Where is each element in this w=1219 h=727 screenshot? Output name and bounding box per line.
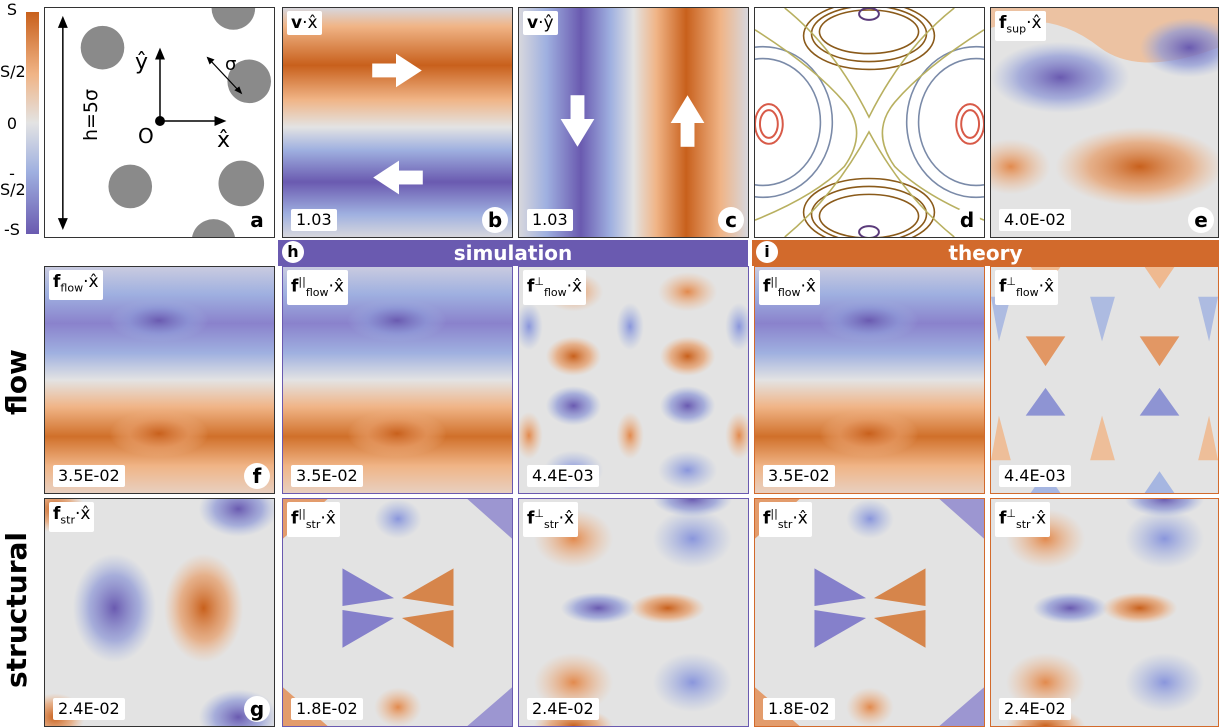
row-label-flow: flow	[0, 349, 33, 415]
str-3-value: 1.8E-02	[763, 698, 835, 720]
panel-e-title: fsup·x̂	[995, 11, 1046, 42]
colorbar-tick-top: S	[6, 0, 18, 19]
panel-letter-a: a	[244, 207, 270, 233]
panel-b-vx: v·x̂ 1.03 b	[282, 7, 513, 238]
str-1-title: f||str·x̂	[287, 502, 340, 538]
panel-letter-h: h	[282, 241, 304, 263]
fstr-field	[45, 499, 274, 726]
panel-c-title: v·ŷ	[523, 11, 558, 35]
str-3-title: f||str·x̂	[759, 502, 812, 538]
panel-i-str-parallel: f||str·x̂ 1.8E-02	[754, 498, 985, 727]
flow-3-value: 3.5E-02	[763, 465, 835, 487]
panel-h-str-parallel: f||str·x̂ 1.8E-02	[282, 498, 513, 727]
down-arrow-icon	[560, 95, 595, 147]
sigma-label: σ	[225, 54, 237, 75]
flow-4-value: 4.4E-03	[999, 465, 1071, 487]
vy-field	[519, 8, 748, 237]
right-arrow-icon	[372, 53, 422, 88]
panel-h-str-perp: f⊥str·x̂ 2.4E-02	[518, 498, 749, 727]
panel-e-value: 4.0E-02	[999, 209, 1071, 231]
str-2-value: 2.4E-02	[527, 698, 599, 720]
str-1-value: 1.8E-02	[291, 698, 363, 720]
panel-letter-c: c	[718, 207, 744, 233]
panel-letter-d: d	[954, 207, 980, 233]
panel-c-vy: v·ŷ 1.03 c	[518, 7, 749, 238]
str-perp-sim-field	[519, 499, 748, 726]
fsup-field	[991, 8, 1218, 237]
h-label: h=5σ	[80, 88, 102, 142]
panel-letter-f: f	[244, 463, 270, 489]
theory-label: theory	[948, 241, 1023, 265]
schematic-drawing	[57, 8, 272, 237]
panel-letter-e: e	[1188, 207, 1214, 233]
panel-d-contours: d	[754, 7, 985, 238]
y-hat-label: ŷ	[135, 50, 149, 75]
colorbar: S S/2 0 -S/2 -S	[0, 0, 42, 240]
flow-1-title: f||flow·x̂	[287, 270, 348, 306]
str-2-title: f⊥str·x̂	[523, 502, 579, 538]
panel-c-value: 1.03	[527, 209, 573, 231]
panel-b-title: v·x̂	[287, 11, 322, 35]
colorbar-tick-half: S/2	[0, 62, 26, 81]
panel-i-flow-perp: f⊥flow·x̂ 4.4E-03	[990, 266, 1219, 494]
x-hat-label: x̂	[217, 128, 231, 153]
panel-h-flow-perp: f⊥flow·x̂ 4.4E-03	[518, 266, 749, 494]
row-label-structural: structural	[0, 532, 33, 689]
colorbar-tick-bottom: -S	[4, 220, 20, 239]
str-0-value: 2.4E-02	[53, 698, 125, 720]
flow-3-title: f||flow·x̂	[759, 270, 820, 306]
up-arrow-icon	[670, 95, 705, 147]
panel-a-schematic: h=5σ ŷ x̂ O σ a	[44, 7, 275, 238]
left-arrow-icon	[373, 160, 423, 195]
panel-b-value: 1.03	[291, 209, 337, 231]
str-4-value: 2.4E-02	[999, 698, 1071, 720]
panel-h-flow-parallel: f||flow·x̂ 3.5E-02	[282, 266, 513, 494]
contour-plot	[755, 8, 984, 237]
panel-letter-g: g	[244, 696, 270, 722]
vx-field	[283, 8, 512, 237]
simulation-banner: h simulation	[278, 240, 748, 266]
panel-letter-b: b	[482, 207, 508, 233]
simulation-label: simulation	[453, 241, 573, 265]
fflow-field	[45, 267, 274, 493]
panel-letter-i: i	[756, 241, 778, 263]
flow-0-value: 3.5E-02	[53, 465, 125, 487]
colorbar-strip	[26, 12, 39, 234]
panel-e-fsup: fsup·x̂ 4.0E-02 e	[990, 7, 1219, 238]
flow-0-title: fflow·x̂	[49, 270, 103, 301]
flow-4-title: f⊥flow·x̂	[995, 270, 1059, 306]
panel-f-fflow: fflow·x̂ 3.5E-02 f	[44, 266, 275, 494]
panel-g-fstr: fstr·x̂ 2.4E-02 g	[44, 498, 275, 727]
flow-2-value: 4.4E-03	[527, 465, 599, 487]
flow-1-value: 3.5E-02	[291, 465, 363, 487]
str-0-title: fstr·x̂	[49, 502, 95, 533]
colorbar-tick-zero: 0	[6, 114, 18, 133]
flow-2-title: f⊥flow·x̂	[523, 270, 587, 306]
theory-banner: i theory	[752, 240, 1219, 266]
colorbar-tick-neg-half: -S/2	[0, 164, 26, 199]
origin-label: O	[138, 124, 154, 148]
panel-i-str-perp: f⊥str·x̂ 2.4E-02	[990, 498, 1219, 727]
panel-i-flow-parallel: f||flow·x̂ 3.5E-02	[754, 266, 985, 494]
str-4-title: f⊥str·x̂	[995, 502, 1051, 538]
